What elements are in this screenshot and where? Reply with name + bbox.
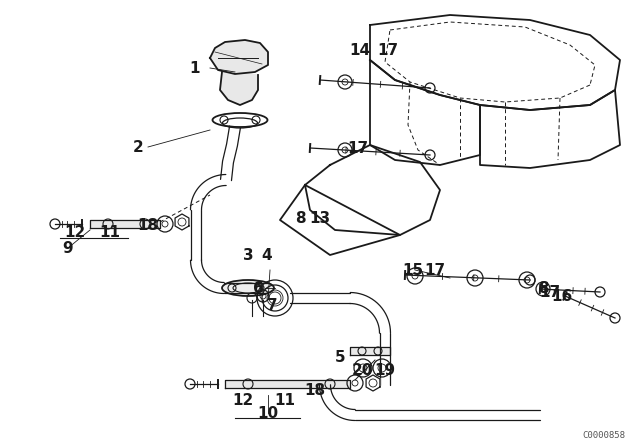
Text: 2: 2 <box>132 139 143 155</box>
Polygon shape <box>350 347 390 355</box>
Text: 1: 1 <box>189 60 200 76</box>
Text: 8: 8 <box>294 211 305 225</box>
Text: 18: 18 <box>138 217 159 233</box>
Text: 18: 18 <box>305 383 326 397</box>
Text: 11: 11 <box>99 224 120 240</box>
Text: 3: 3 <box>243 247 253 263</box>
Text: 13: 13 <box>309 211 331 225</box>
Text: 5: 5 <box>335 349 346 365</box>
Text: 17: 17 <box>540 284 561 300</box>
Ellipse shape <box>222 280 274 296</box>
Text: 20: 20 <box>351 362 372 378</box>
Text: 12: 12 <box>232 392 253 408</box>
Text: 19: 19 <box>374 362 396 378</box>
Text: 4: 4 <box>262 247 272 263</box>
Polygon shape <box>175 214 189 230</box>
Text: 9: 9 <box>63 241 74 255</box>
Text: 17: 17 <box>348 141 369 155</box>
Polygon shape <box>220 72 258 105</box>
Text: 17: 17 <box>424 263 445 277</box>
Text: 7: 7 <box>267 297 277 313</box>
Text: C0000858: C0000858 <box>582 431 625 440</box>
Text: 8: 8 <box>538 280 548 296</box>
Text: 17: 17 <box>378 43 399 57</box>
Text: 14: 14 <box>349 43 371 57</box>
Text: 15: 15 <box>403 263 424 277</box>
Polygon shape <box>210 40 268 74</box>
Text: 10: 10 <box>257 405 278 421</box>
Polygon shape <box>366 375 380 391</box>
Text: 16: 16 <box>552 289 573 303</box>
Text: 6: 6 <box>253 280 264 296</box>
Polygon shape <box>225 380 350 388</box>
Polygon shape <box>90 220 160 228</box>
Text: 11: 11 <box>275 392 296 408</box>
Text: 12: 12 <box>65 224 86 240</box>
